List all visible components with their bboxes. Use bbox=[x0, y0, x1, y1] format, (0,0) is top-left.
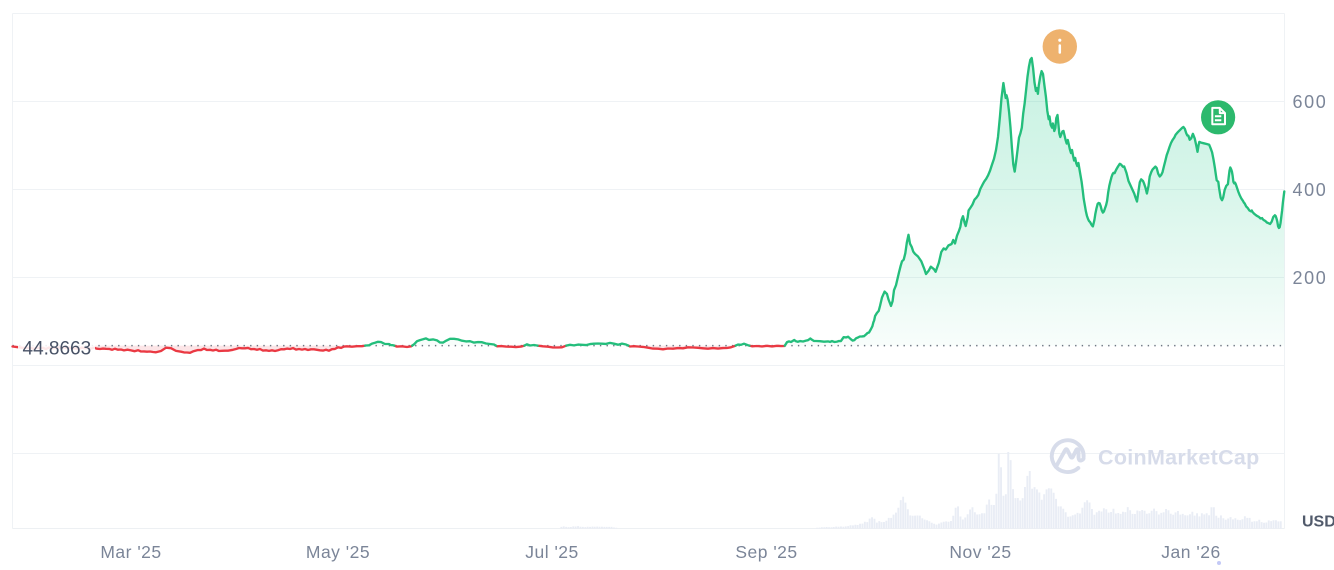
svg-text:400: 400 bbox=[1293, 180, 1328, 200]
svg-text:200: 200 bbox=[1293, 268, 1328, 288]
svg-text:USD: USD bbox=[1302, 514, 1334, 531]
svg-text:Jul '25: Jul '25 bbox=[525, 542, 579, 562]
svg-text:CoinMarketCap: CoinMarketCap bbox=[1098, 445, 1260, 469]
svg-text:Nov '25: Nov '25 bbox=[949, 542, 1011, 562]
svg-text:Mar '25: Mar '25 bbox=[100, 542, 161, 562]
svg-text:Jan '26: Jan '26 bbox=[1161, 542, 1220, 562]
svg-text:Sep '25: Sep '25 bbox=[735, 542, 797, 562]
svg-text:44.8663: 44.8663 bbox=[23, 338, 92, 359]
svg-text:600: 600 bbox=[1293, 92, 1328, 112]
svg-text:May '25: May '25 bbox=[306, 542, 370, 562]
